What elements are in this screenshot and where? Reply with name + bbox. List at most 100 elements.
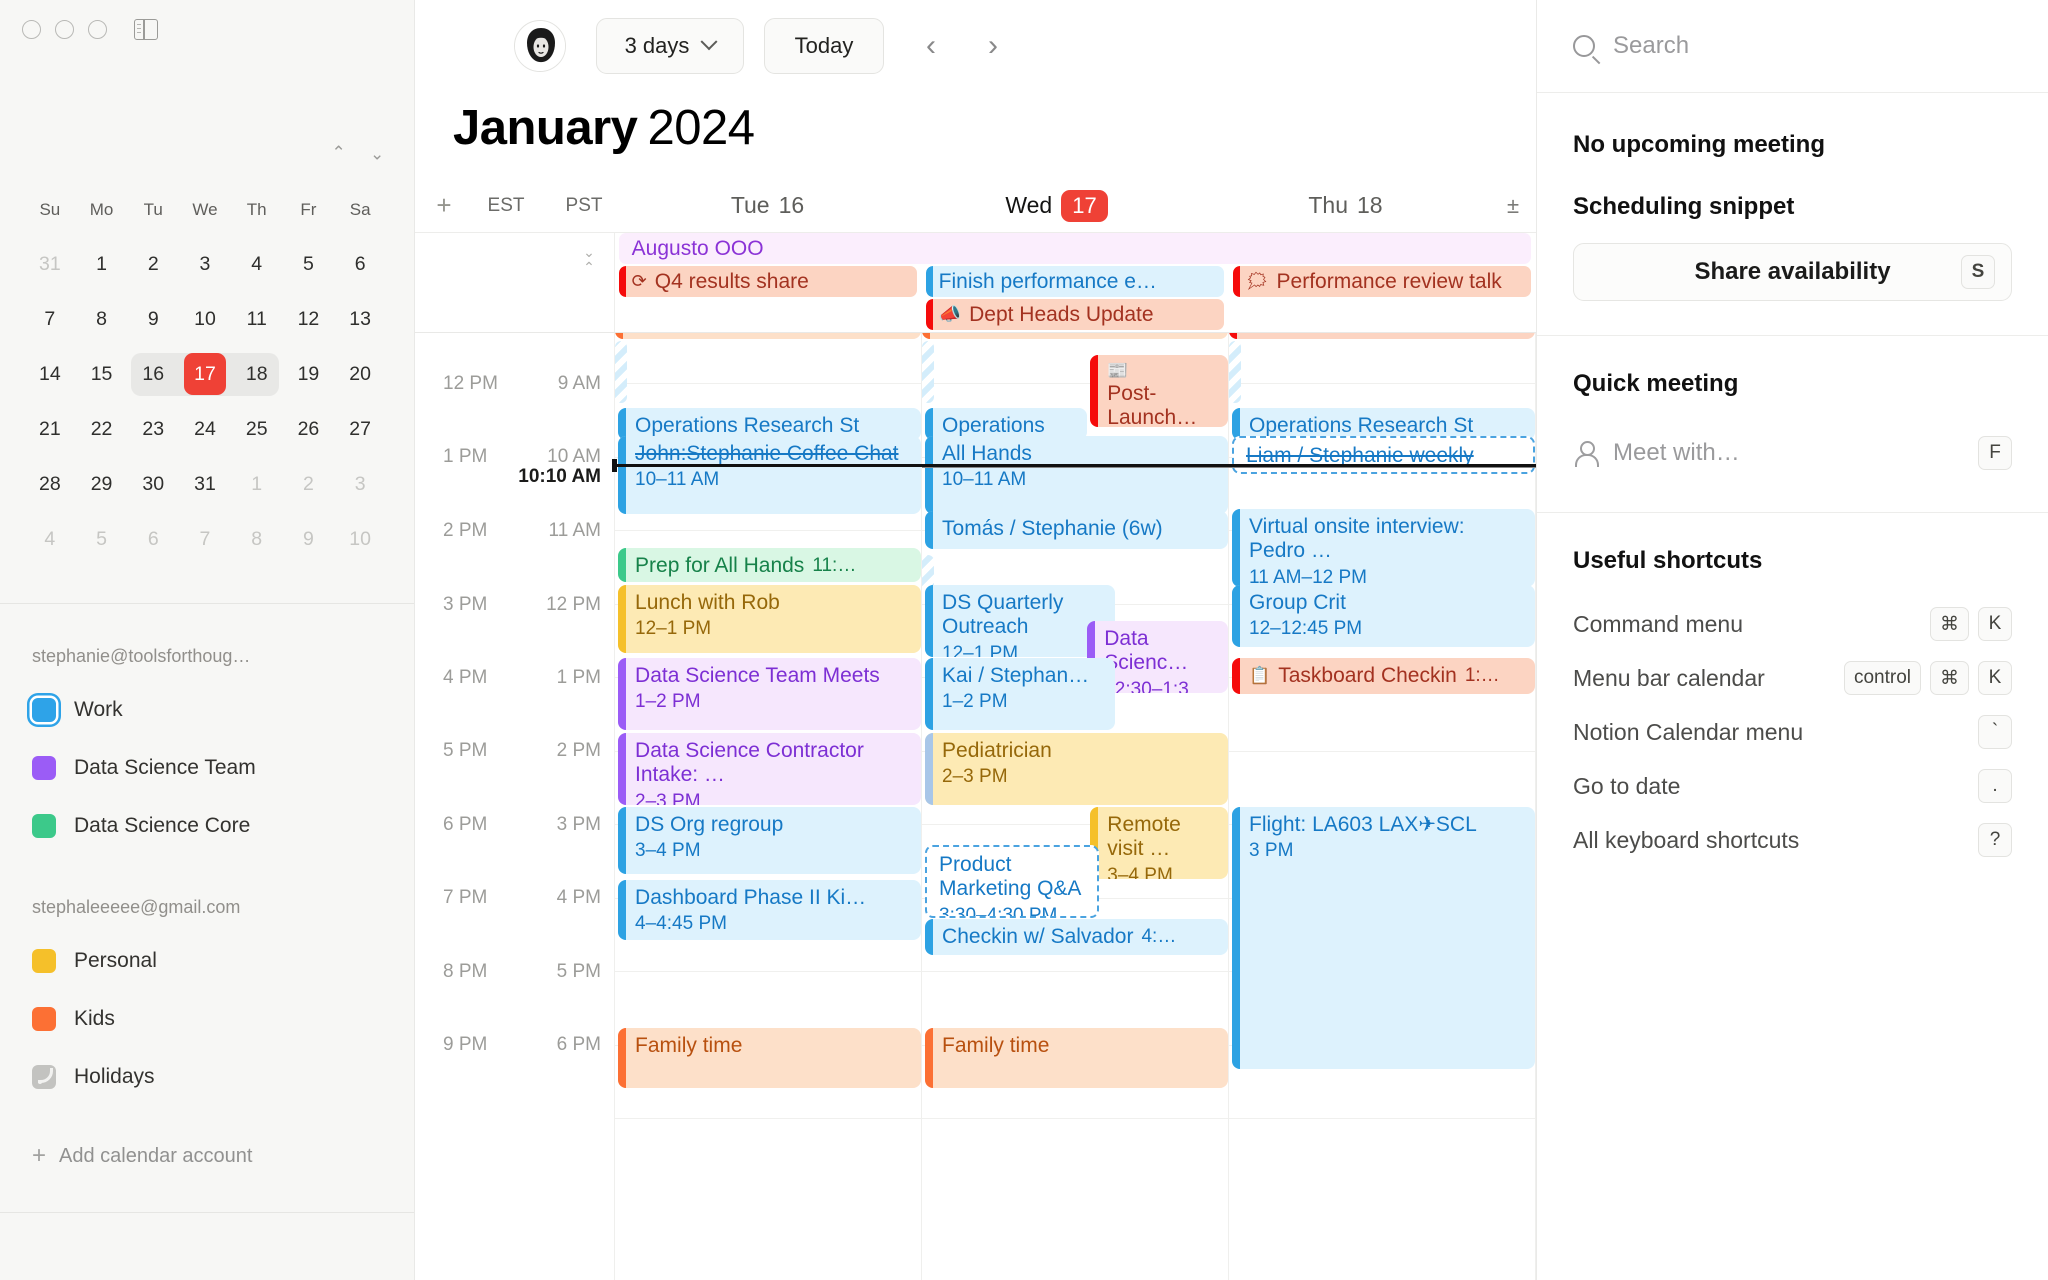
mini-calendar-prev-icon[interactable]: ⌃	[331, 143, 346, 162]
mini-calendar-day[interactable]: 24	[179, 402, 231, 457]
shortcut-row[interactable]: Command menu ⌘ K	[1573, 597, 2012, 651]
calendar-color-checkbox[interactable]	[32, 949, 56, 973]
calendar-item-holidays[interactable]: Holidays	[26, 1048, 388, 1106]
mini-calendar-day[interactable]: 2	[283, 457, 335, 512]
calendar-event[interactable]: All Hands 10–11 AM	[925, 436, 1228, 514]
mini-calendar-day[interactable]: 7	[24, 292, 76, 347]
calendar-event[interactable]: Data Science Contractor Intake: … 2–3 PM	[618, 733, 921, 805]
mini-calendar-day-today[interactable]: 17	[175, 347, 235, 402]
calendar-event[interactable]: DS Quarterly Outreach 12–1 PM	[925, 585, 1115, 657]
sidebar-toggle-icon[interactable]	[134, 19, 158, 40]
calendar-event[interactable]: Liam / Stephanie weekly	[1232, 436, 1535, 474]
maximize-window-icon[interactable]	[88, 20, 107, 39]
avatar[interactable]	[514, 20, 566, 72]
calendar-event[interactable]: Tomás / Stephanie (6w)	[925, 511, 1228, 549]
mini-calendar-day[interactable]: 13	[334, 292, 386, 347]
calendar-event-block[interactable]	[1229, 333, 1535, 339]
all-day-event[interactable]: 🗯 Performance review talk	[1232, 266, 1532, 297]
calendar-event[interactable]: Operations R…	[925, 408, 1088, 440]
collapse-allday-icon[interactable]: ⌄ ⌃	[583, 244, 595, 276]
mini-calendar-day[interactable]: 5	[76, 512, 128, 567]
mini-calendar-day[interactable]: 23	[127, 402, 179, 457]
calendar-color-checkbox[interactable]	[32, 1007, 56, 1031]
mini-calendar-day[interactable]: 10	[179, 292, 231, 347]
all-day-event[interactable]: 📣 Dept Heads Update	[925, 299, 1225, 330]
shortcut-row[interactable]: Menu bar calendar control ⌘ K	[1573, 651, 2012, 705]
add-calendar-account-button[interactable]: + Add calendar account	[26, 1106, 388, 1168]
calendar-event[interactable]: Remote visit … 3–4 PM	[1090, 807, 1228, 879]
calendar-item-personal[interactable]: Personal	[26, 932, 388, 990]
calendar-event[interactable]: Kai / Stephan… 1–2 PM	[925, 658, 1115, 730]
mini-calendar-day[interactable]: 1	[231, 457, 283, 512]
calendar-item-data-science-team[interactable]: Data Science Team	[26, 739, 388, 797]
day-header-wed[interactable]: Wed 17	[912, 189, 1201, 222]
mini-calendar-day[interactable]: 25	[231, 402, 283, 457]
calendar-event[interactable]: Operations Research St	[1232, 408, 1535, 440]
calendar-event[interactable]: Family time	[925, 1028, 1228, 1088]
timezone-est[interactable]: EST	[487, 194, 525, 216]
mini-calendar-day[interactable]: 4	[24, 512, 76, 567]
mini-calendar-day[interactable]: 2	[127, 237, 179, 292]
mini-calendar-day[interactable]: 10	[334, 512, 386, 567]
mini-calendar-day[interactable]: 12	[283, 292, 335, 347]
share-availability-button[interactable]: Share availability S	[1573, 243, 2012, 301]
mini-calendar-day[interactable]: 1	[76, 237, 128, 292]
all-day-event[interactable]: Finish performance e…	[925, 266, 1225, 297]
mini-calendar-day[interactable]: 22	[76, 402, 128, 457]
mini-calendar-day[interactable]: 19	[283, 347, 335, 402]
calendar-event[interactable]: Virtual onsite interview: Pedro … 11 AM–1…	[1232, 509, 1535, 587]
rss-icon[interactable]	[32, 1065, 56, 1089]
calendar-event[interactable]: Flight: LA603 LAX✈SCL 3 PM	[1232, 807, 1535, 1069]
shortcut-row[interactable]: Notion Calendar menu `	[1573, 705, 2012, 759]
mini-calendar-day[interactable]: 31	[179, 457, 231, 512]
calendar-event[interactable]: Lunch with Rob 12–1 PM	[618, 585, 921, 653]
mini-calendar-day[interactable]: 26	[283, 402, 335, 457]
today-button[interactable]: Today	[764, 18, 884, 74]
calendar-item-data-science-core[interactable]: Data Science Core	[26, 797, 388, 855]
day-header-thu[interactable]: Thu 18	[1201, 192, 1490, 219]
calendar-event-block[interactable]	[615, 333, 921, 339]
calendar-item-kids[interactable]: Kids	[26, 990, 388, 1048]
calendar-event[interactable]: John:Stephanie Coffee Chat 10–11 AM	[618, 436, 921, 514]
mini-calendar-day[interactable]: 11	[231, 292, 283, 347]
calendar-event-block[interactable]	[922, 341, 935, 403]
minimize-window-icon[interactable]	[55, 20, 74, 39]
calendar-event[interactable]: Pediatrician 2–3 PM	[925, 733, 1228, 805]
calendar-event-block[interactable]	[615, 341, 628, 403]
calendar-event-block[interactable]	[922, 555, 935, 591]
calendar-event[interactable]: Prep for All Hands 11:…	[618, 548, 921, 582]
mini-calendar-day[interactable]: 31	[24, 237, 76, 292]
all-day-event[interactable]: ⟳ Q4 results share	[618, 266, 918, 297]
calendar-item-work[interactable]: Work	[26, 681, 388, 739]
calendar-color-checkbox[interactable]	[32, 698, 56, 722]
calendar-event[interactable]: 📋 Taskboard Checkin 1:…	[1232, 658, 1535, 694]
calendar-event[interactable]: Data Science Team Meets 1–2 PM	[618, 658, 921, 730]
calendar-color-checkbox[interactable]	[32, 814, 56, 838]
view-selector-button[interactable]: 3 days	[596, 18, 744, 74]
calendar-event[interactable]: Product Marketing Q&A 3:30–4:30 PM	[925, 845, 1100, 918]
mini-calendar-day[interactable]: 6	[334, 237, 386, 292]
mini-calendar-day[interactable]: 5	[283, 237, 335, 292]
mini-calendar-day[interactable]: 18	[226, 347, 283, 402]
mini-calendar-day[interactable]: 9	[127, 292, 179, 347]
calendar-event[interactable]: DS Org regroup 3–4 PM	[618, 807, 921, 874]
calendar-event[interactable]: Dashboard Phase II Ki… 4–4:45 PM	[618, 880, 921, 940]
close-window-icon[interactable]	[22, 20, 41, 39]
mini-calendar-next-icon[interactable]: ⌃	[369, 143, 384, 162]
calendar-color-checkbox[interactable]	[32, 756, 56, 780]
mini-calendar-day[interactable]: 3	[334, 457, 386, 512]
mini-calendar-day[interactable]: 6	[127, 512, 179, 567]
search-bar[interactable]	[1537, 0, 2048, 92]
mini-calendar-day[interactable]: 4	[231, 237, 283, 292]
mini-calendar-day[interactable]: 29	[76, 457, 128, 512]
add-calendar-icon[interactable]: +	[436, 190, 452, 220]
shortcut-row[interactable]: Go to date.	[1573, 759, 2012, 813]
mini-calendar-day[interactable]: 9	[283, 512, 335, 567]
mini-calendar-day[interactable]: 15	[76, 347, 128, 402]
calendar-event-block[interactable]	[1229, 341, 1242, 403]
mini-calendar-day[interactable]: 21	[24, 402, 76, 457]
calendar-event[interactable]: 📰Post-Launch…9–10 AM	[1090, 355, 1228, 427]
mini-calendar-day[interactable]: 8	[231, 512, 283, 567]
chevron-right-icon[interactable]: ›	[988, 29, 998, 62]
